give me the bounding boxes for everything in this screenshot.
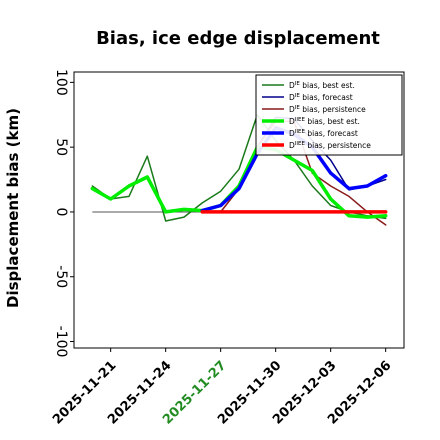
legend-label: DIIEE bias, best est. (289, 117, 360, 126)
chart-title: Bias, ice edge displacement (96, 28, 380, 49)
legend-box (255, 74, 403, 156)
legend-label: DIE bias, best est. (289, 81, 355, 90)
series-layer (90, 114, 388, 226)
y-tick-label: -50 (53, 265, 69, 288)
y-tick-label: 100 (53, 69, 69, 96)
legend-label: DIIEE bias, persistence (289, 141, 371, 150)
x-ticks: 2025-11-212025-11-242025-11-272025-11-30… (50, 348, 394, 428)
legend: DIE bias, best est. DIE bias, forecast DIE… (255, 74, 403, 156)
y-ticks: 100 50 0 -50 -100 (53, 69, 74, 357)
y-tick-label: 50 (53, 138, 69, 156)
y-tick-label: 0 (53, 207, 69, 216)
plot-area (73, 71, 405, 349)
y-tick-label: -100 (53, 326, 69, 358)
legend-label: DIE bias, forecast (289, 93, 353, 102)
series-line-1 (91, 114, 387, 222)
legend-label: DIE bias, persistence (289, 105, 366, 114)
y-axis-label: Displacement bias (km) (4, 108, 22, 308)
legend-label: DIIEE bias, forecast (289, 129, 358, 138)
